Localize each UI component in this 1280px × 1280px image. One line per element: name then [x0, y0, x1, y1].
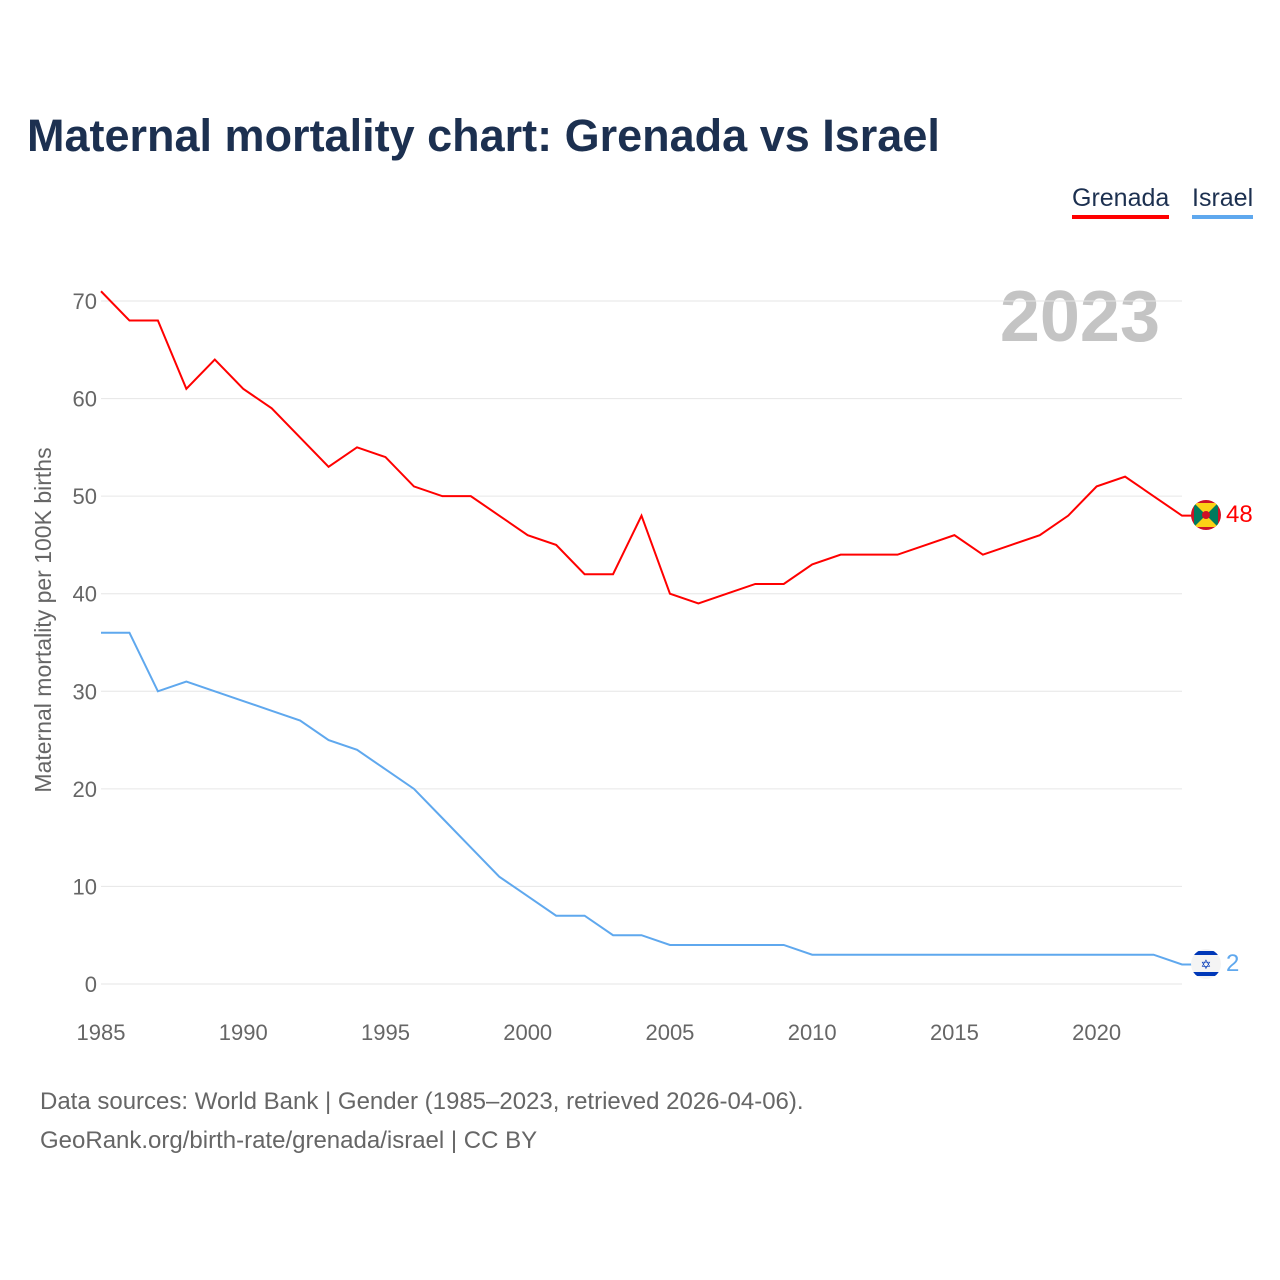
series-line-israel [101, 631, 1192, 966]
y-axis-label: Maternal mortality per 100K births [30, 447, 56, 792]
israel-flag-icon: ✡ [1191, 949, 1221, 979]
chart-title: Maternal mortality chart: Grenada vs Isr… [27, 110, 940, 161]
x-tick-label: 2010 [788, 1020, 837, 1045]
x-tick-label: 2015 [930, 1020, 979, 1045]
y-tick-label: 60 [73, 387, 97, 412]
x-tick-label: 1990 [219, 1020, 268, 1045]
footer-link[interactable]: GeoRank.org/birth-rate/grenada/israel | … [40, 1127, 538, 1154]
legend-grenada[interactable]: Grenada [1072, 184, 1170, 219]
x-tick-label: 1985 [77, 1020, 126, 1045]
y-tick-label: 20 [73, 777, 97, 802]
x-tick-label: 2005 [645, 1020, 694, 1045]
y-tick-label: 40 [73, 582, 97, 607]
grenada-end-label: 48 [1226, 501, 1253, 528]
israel-end-label: 2 [1226, 950, 1239, 977]
y-tick-label: 10 [73, 874, 97, 899]
legend-israel[interactable]: Israel [1192, 184, 1254, 219]
year-label: 2023 [1000, 277, 1160, 357]
x-tick-label: 2020 [1072, 1020, 1121, 1045]
x-tick-label: 2000 [503, 1020, 552, 1045]
svg-text:✡: ✡ [1201, 957, 1212, 972]
y-tick-label: 50 [73, 484, 97, 509]
footer-sources: Data sources: World Bank | Gender (1985–… [40, 1088, 804, 1115]
y-tick-label: 30 [73, 679, 97, 704]
x-tick-label: 1995 [361, 1020, 410, 1045]
series-line-grenada [100, 290, 1192, 605]
grenada-flag-icon [1191, 500, 1221, 530]
y-tick-label: 70 [73, 289, 97, 314]
y-tick-label: 0 [85, 972, 97, 997]
